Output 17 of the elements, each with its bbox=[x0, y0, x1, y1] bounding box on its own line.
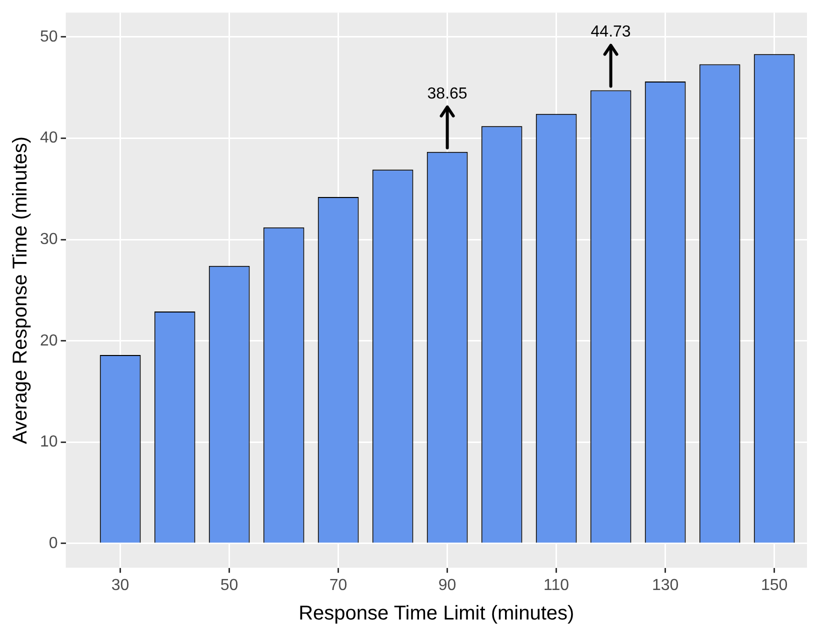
y-tick-label: 40 bbox=[40, 130, 58, 147]
x-tick-label: 50 bbox=[220, 576, 238, 594]
x-axis-title: Response Time Limit (minutes) bbox=[298, 602, 574, 625]
annotation: 44.73 bbox=[590, 24, 631, 41]
x-tick-label: 110 bbox=[544, 576, 570, 594]
y-tick-label: 20 bbox=[40, 332, 58, 350]
y-axis-title: Average Response Time (minutes) bbox=[10, 136, 32, 444]
x-tick-label: 90 bbox=[438, 576, 456, 594]
x-tick-label: 150 bbox=[760, 576, 788, 594]
x-tick-label: 70 bbox=[329, 576, 348, 594]
x-tick-label: 130 bbox=[652, 576, 679, 594]
annotation: 38.65 bbox=[427, 85, 468, 102]
y-tick-label: 50 bbox=[40, 28, 58, 46]
y-tick-label: 10 bbox=[40, 434, 58, 451]
y-tick-label: 0 bbox=[48, 534, 58, 552]
x-tick-label: 30 bbox=[111, 576, 130, 594]
y-tick-label: 30 bbox=[40, 230, 58, 248]
